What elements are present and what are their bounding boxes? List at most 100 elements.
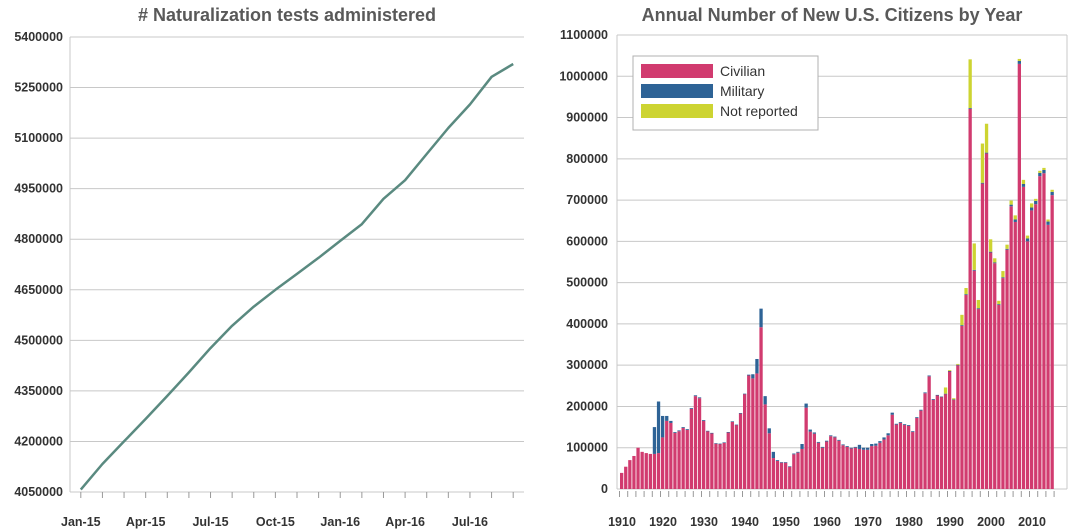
bar-civilian-1945: [763, 404, 767, 489]
bar-chart-x-tick-label: 1970: [854, 515, 882, 529]
bar-military-1936: [726, 432, 730, 433]
bar-civilian-1958: [816, 442, 821, 489]
bar-military-1957: [812, 432, 816, 434]
bar-military-2013: [1042, 169, 1046, 174]
bar-civilian-1924: [677, 431, 681, 489]
bar-civilian-1984: [923, 393, 927, 489]
bar-civilian-1968: [857, 448, 862, 489]
bar-not-reported-1993: [960, 314, 964, 326]
bar-civilian-1995: [968, 108, 972, 489]
bar-military-1935: [722, 442, 726, 443]
bar-military-1928: [693, 395, 698, 397]
bar-military-2004: [1005, 248, 1009, 250]
bar-civilian-1994: [964, 295, 968, 489]
bar-not-reported-1999: [984, 123, 989, 153]
bar-military-1992: [956, 364, 960, 366]
line-chart-y-tick-label: 5100000: [14, 131, 63, 145]
bar-military-1986: [931, 399, 935, 400]
bar-chart-x-tick-label: 1940: [731, 515, 759, 529]
bar-civilian-2013: [1042, 173, 1046, 489]
bar-military-1942: [751, 374, 755, 379]
bar-military-1977: [894, 423, 898, 425]
line-chart-y-tick-label: 4650000: [14, 283, 63, 297]
line-chart-y-tick-label: 4200000: [14, 434, 63, 448]
bar-military-1950: [784, 462, 788, 463]
bar-military-1953: [796, 451, 800, 453]
bar-military-1919: [656, 401, 661, 454]
bar-civilian-1980: [907, 425, 911, 489]
line-chart-y-tick-label: 5250000: [14, 81, 63, 95]
bar-civilian-1978: [898, 422, 903, 489]
bar-military-1918: [652, 427, 657, 454]
bar-civilian-2015: [1050, 195, 1054, 489]
bar-military-2014: [1046, 221, 1050, 225]
bar-civilian-1932: [710, 433, 714, 489]
bar-military-1982: [915, 417, 919, 419]
bar-civilian-1990: [948, 371, 952, 489]
bar-military-1955: [804, 403, 808, 408]
bar-military-1925: [681, 427, 685, 428]
bar-civilian-1910: [620, 472, 624, 489]
bar-military-1991: [952, 399, 956, 401]
bar-civilian-1925: [681, 427, 685, 489]
bar-military-1920: [661, 415, 665, 438]
bar-chart-y-tick-label: 200000: [566, 399, 608, 413]
legend-swatch-not-reported: [641, 104, 713, 118]
bar-civilian-1983: [919, 410, 923, 489]
bar-chart-y-tick-label: 1100000: [560, 28, 608, 42]
bar-military-1976: [890, 412, 894, 415]
bar-civilian-1935: [722, 442, 726, 489]
bar-chart-y-axis: 0 100000 200000 300000 400000 500000 600000 700…: [559, 28, 608, 496]
bar-not-reported-2010: [1030, 203, 1034, 208]
bar-military-1989: [943, 393, 948, 395]
bar-not-reported-1994: [964, 288, 968, 295]
bar-chart-y-tick-label: 700000: [566, 193, 608, 207]
bar-military-2000: [989, 251, 993, 253]
bar-civilian-1934: [718, 444, 722, 489]
bar-chart-x-tick-label: 1910: [608, 515, 636, 529]
bar-civilian-1966: [849, 448, 853, 489]
legend-swatch-military: [641, 84, 713, 98]
bar-civilian-1962: [833, 437, 837, 489]
bar-chart-y-tick-label: 900000: [566, 111, 608, 125]
bar-civilian-1974: [882, 439, 886, 489]
bar-chart-y-tick-label: 400000: [566, 317, 608, 331]
bar-civilian-2000: [989, 252, 993, 489]
bar-civilian-1911: [624, 466, 628, 489]
bar-civilian-1971: [870, 446, 874, 489]
bar-chart-x-tick-label: 2010: [1018, 515, 1046, 529]
line-chart-y-tick-label: 5400000: [14, 30, 63, 44]
bar-military-1970: [866, 447, 870, 450]
bar-military-1941: [747, 374, 751, 376]
bar-civilian-2008: [1021, 186, 1026, 489]
bar-military-1978: [898, 422, 903, 423]
bar-military-1952: [792, 453, 796, 455]
legend-label-not-reported: Not reported: [720, 103, 798, 119]
bar-chart-legend: Civilian Military Not reported: [632, 55, 819, 131]
bar-chart-x-tick-label: 1930: [690, 515, 718, 529]
bar-military-1974: [882, 437, 886, 440]
bar-civilian-1915: [640, 451, 644, 489]
bar-military-2005: [1009, 204, 1013, 207]
bar-military-1979: [902, 424, 907, 426]
bar-civilian-1970: [866, 449, 870, 489]
bar-not-reported-1998: [980, 143, 985, 183]
bar-military-1962: [833, 436, 837, 438]
bar-civilian-1965: [845, 446, 849, 489]
bar-military-1958: [816, 441, 821, 443]
bar-civilian-1938: [734, 425, 739, 489]
bar-chart-x-axis: 1910 1920 1930 1940 1950 1960 1970 1980 1990 2000…: [608, 491, 1055, 529]
bar-civilian-1923: [673, 432, 677, 489]
bar-military-1937: [730, 421, 734, 422]
bar-military-1954: [800, 444, 804, 449]
bar-civilian-1928: [693, 396, 698, 489]
bar-civilian-1955: [804, 407, 808, 489]
line-chart-x-tick-label: Apr-16: [385, 515, 425, 529]
bar-military-1971: [870, 444, 874, 447]
bar-civilian-1947: [771, 458, 775, 489]
bar-civilian-2003: [1001, 278, 1005, 489]
legend-label-military: Military: [720, 83, 764, 99]
line-chart-y-tick-label: 4950000: [14, 182, 63, 196]
bar-not-reported-2009: [1025, 235, 1030, 239]
bar-civilian-1961: [829, 436, 833, 489]
